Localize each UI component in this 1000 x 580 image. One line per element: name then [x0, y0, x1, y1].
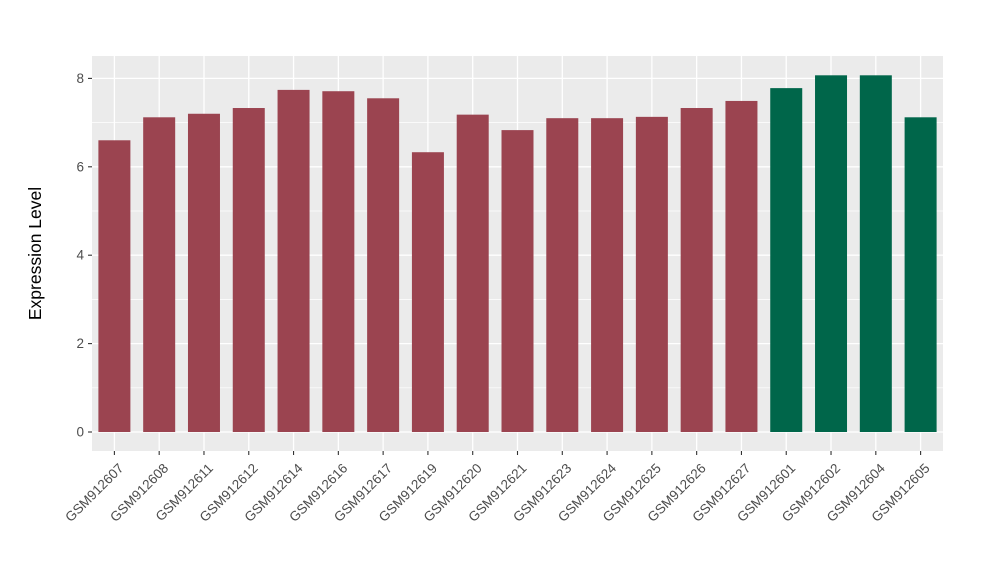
bar-GSM912620: [456, 114, 489, 433]
bar-GSM912616: [322, 91, 355, 432]
bar-GSM912619: [411, 152, 444, 433]
bar-GSM912608: [143, 117, 176, 433]
bar-GSM912602: [815, 75, 848, 432]
bar-GSM912611: [187, 113, 220, 432]
bar-GSM912601: [770, 88, 803, 433]
bar-GSM912621: [501, 130, 534, 432]
bar-GSM912614: [277, 89, 310, 432]
bar-GSM912604: [859, 75, 892, 432]
bar-GSM912605: [904, 117, 937, 433]
bar-GSM912627: [725, 100, 758, 432]
bar-GSM912612: [232, 108, 265, 432]
bar-GSM912624: [591, 118, 624, 433]
y-axis-title: Expression Level: [25, 187, 45, 320]
y-tick-label: 2: [76, 336, 84, 351]
y-tick-label: 0: [76, 425, 84, 440]
bar-GSM912625: [635, 116, 668, 432]
y-tick-label: 6: [76, 159, 84, 174]
y-tick-label: 8: [76, 71, 84, 86]
bar-GSM912617: [367, 98, 400, 432]
bar-GSM912626: [680, 108, 713, 432]
bar-GSM912623: [546, 118, 579, 433]
y-tick-label: 4: [76, 248, 84, 263]
bar-GSM912607: [98, 140, 131, 432]
